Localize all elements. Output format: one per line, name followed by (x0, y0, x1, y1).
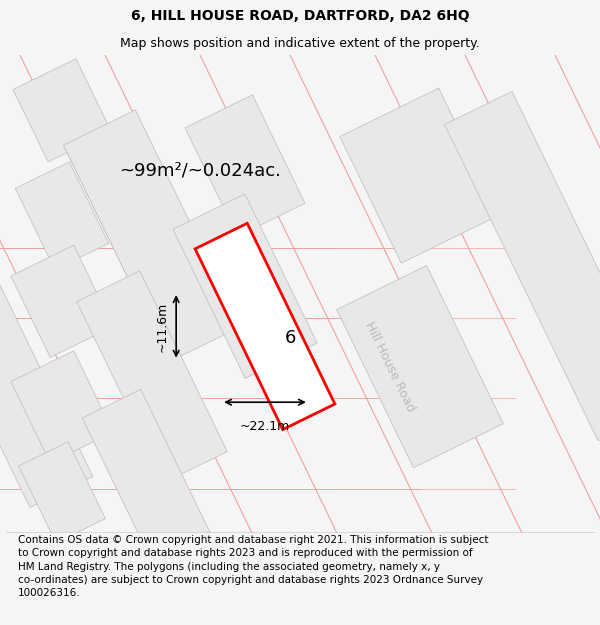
Polygon shape (340, 88, 500, 263)
Text: 6: 6 (284, 329, 296, 348)
Text: Map shows position and indicative extent of the property.: Map shows position and indicative extent… (120, 38, 480, 51)
Text: Hill House Road: Hill House Road (362, 319, 418, 414)
Polygon shape (185, 95, 305, 236)
Polygon shape (19, 442, 106, 542)
Text: ~22.1m: ~22.1m (240, 421, 290, 433)
Polygon shape (77, 271, 227, 482)
Text: 6, HILL HOUSE ROAD, DARTFORD, DA2 6HQ: 6, HILL HOUSE ROAD, DARTFORD, DA2 6HQ (131, 9, 469, 24)
Polygon shape (64, 110, 241, 362)
Polygon shape (11, 351, 113, 463)
Polygon shape (0, 79, 93, 508)
Polygon shape (195, 223, 335, 429)
Text: Contains OS data © Crown copyright and database right 2021. This information is : Contains OS data © Crown copyright and d… (18, 535, 488, 598)
Polygon shape (173, 194, 317, 378)
Polygon shape (445, 91, 600, 441)
Polygon shape (16, 162, 109, 270)
Polygon shape (337, 266, 503, 468)
Polygon shape (11, 245, 113, 357)
Polygon shape (82, 389, 222, 585)
Text: ~11.6m: ~11.6m (155, 301, 168, 351)
Polygon shape (13, 59, 111, 162)
Text: ~99m²/~0.024ac.: ~99m²/~0.024ac. (119, 162, 281, 179)
